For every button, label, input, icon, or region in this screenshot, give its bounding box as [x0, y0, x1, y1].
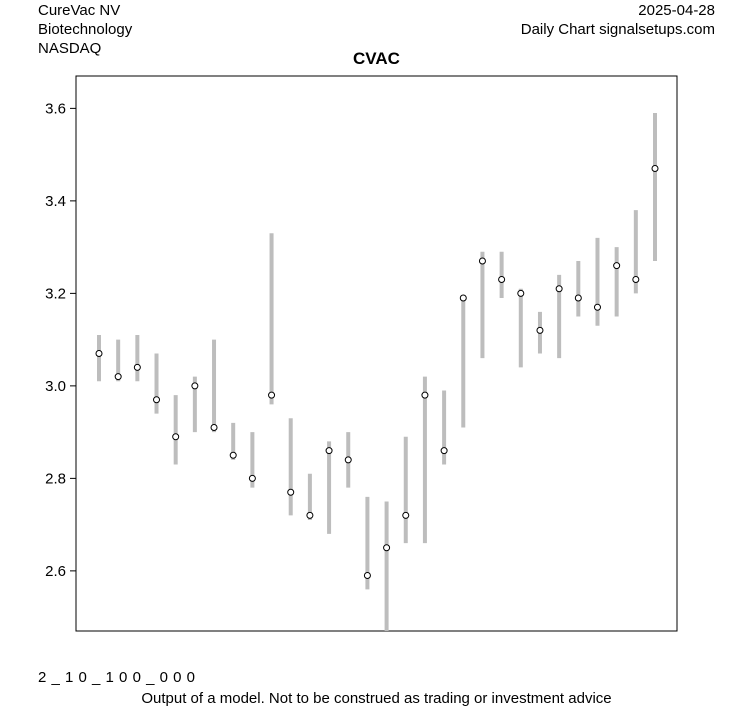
close-marker — [191, 382, 199, 390]
close-marker — [95, 350, 103, 357]
close-marker — [210, 424, 218, 431]
close-marker — [344, 456, 352, 464]
close-marker — [421, 391, 429, 399]
close-marker — [613, 262, 621, 270]
disclaimer: Output of a model. Not to be construed a… — [141, 690, 612, 707]
close-marker — [574, 294, 582, 302]
close-marker — [651, 165, 659, 172]
close-marker — [287, 488, 295, 496]
y-tick-label: 2.6 — [45, 563, 66, 580]
close-marker — [229, 451, 237, 459]
close-marker — [248, 474, 256, 482]
close-marker — [593, 303, 601, 311]
close-marker — [440, 447, 448, 455]
y-tick-label: 3.2 — [45, 285, 66, 302]
company-name: CureVac NV — [38, 2, 121, 19]
y-tick-label: 2.8 — [45, 470, 66, 487]
exchange-label: NASDAQ — [38, 40, 102, 57]
close-marker — [459, 294, 467, 302]
close-marker — [632, 276, 640, 283]
y-axis: 2.6 2.8 3.0 3.2 3.4 3.6 — [45, 100, 76, 580]
close-marker — [517, 289, 525, 297]
close-marker — [555, 285, 563, 293]
model-code: 2 _ 1 0 _ 1 0 0 _ 0 0 0 — [38, 669, 196, 686]
y-tick-label: 3.0 — [45, 378, 66, 395]
close-marker — [268, 391, 276, 399]
range-bars — [97, 113, 657, 631]
y-tick-label: 3.6 — [45, 100, 66, 117]
y-tick-label: 3.4 — [45, 193, 66, 210]
close-marker — [325, 447, 333, 455]
chart-title: CVAC — [353, 49, 400, 68]
close-marker — [363, 572, 371, 579]
close-marker — [172, 433, 180, 441]
plot-frame — [75, 75, 678, 632]
close-marker — [478, 257, 486, 265]
close-marker — [114, 373, 122, 381]
close-marker — [402, 511, 410, 519]
close-markers — [95, 165, 659, 579]
close-marker — [133, 363, 141, 371]
close-marker — [383, 544, 391, 552]
chart-source: Daily Chart signalsetups.com — [520, 21, 715, 38]
sector-label: Biotechnology — [38, 21, 133, 38]
close-marker — [498, 276, 506, 283]
close-marker — [153, 396, 161, 404]
close-marker — [306, 511, 314, 519]
chart-date: 2025-04-28 — [638, 2, 715, 19]
close-marker — [536, 326, 544, 334]
